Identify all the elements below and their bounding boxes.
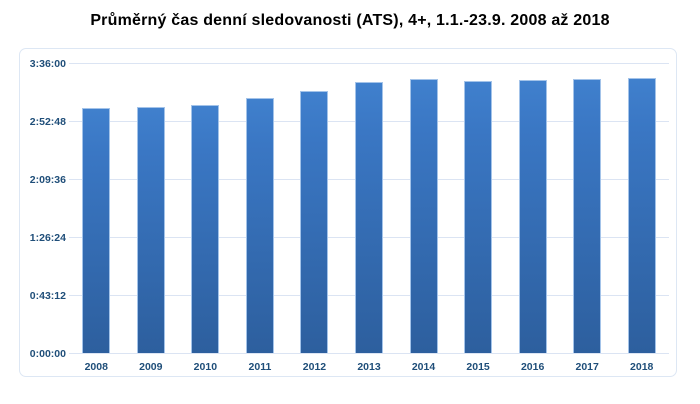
bar-2013 — [355, 82, 383, 354]
chart-title: Průměrný čas denní sledovanosti (ATS), 4… — [90, 12, 610, 29]
bar-2010 — [191, 104, 220, 354]
x-axis-tick-label: 2008 — [84, 361, 108, 373]
bar-2011 — [245, 97, 274, 354]
x-axis-tick-label: 2017 — [575, 361, 599, 373]
y-axis-tick-label: 2:09:36 — [29, 173, 66, 186]
x-axis-tick-label: 2013 — [357, 361, 381, 373]
x-axis-tick-label: 2010 — [193, 361, 218, 373]
x-axis-tick-label: 2018 — [630, 361, 654, 373]
bar-2009 — [136, 107, 165, 354]
chart-plot-frame: 0:00:00 0:43:12 1:26:24 2:09:36 2:52:48 3:36:… — [19, 48, 677, 377]
bar-2016 — [518, 80, 547, 354]
x-axis-tick-label: 2012 — [302, 361, 327, 373]
bar-2014 — [409, 78, 438, 354]
y-axis-tick-label: 0:00:00 — [29, 347, 66, 360]
x-axis-tick-label: 2016 — [520, 361, 545, 373]
x-axis-tick-label: 2011 — [248, 361, 272, 373]
y-axis-tick-label: 3:36:00 — [29, 57, 66, 70]
bar-2012 — [300, 91, 329, 354]
bar-2015 — [464, 81, 493, 354]
y-axis-tick-label: 0:43:12 — [29, 289, 66, 302]
y-axis-tick-label: 1:26:24 — [29, 231, 66, 244]
bar-2017 — [573, 79, 602, 354]
gridline — [69, 63, 669, 64]
bar-2008 — [82, 107, 111, 354]
x-axis-tick-label: 2014 — [411, 361, 436, 373]
bar-2018 — [627, 77, 656, 354]
gridline — [69, 353, 669, 354]
y-axis-tick-label: 2:52:48 — [29, 115, 66, 128]
x-axis-tick-label: 2015 — [466, 361, 490, 373]
x-axis-tick-label: 2009 — [139, 361, 163, 373]
